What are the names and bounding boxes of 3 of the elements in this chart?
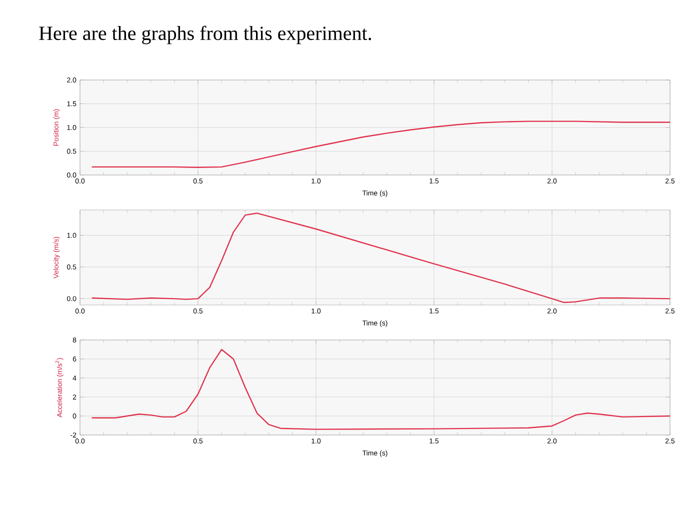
line-series: [91, 212, 670, 304]
chart-title: Here are the graphs from this experiment.: [39, 26, 372, 44]
line-series: [91, 348, 670, 430]
